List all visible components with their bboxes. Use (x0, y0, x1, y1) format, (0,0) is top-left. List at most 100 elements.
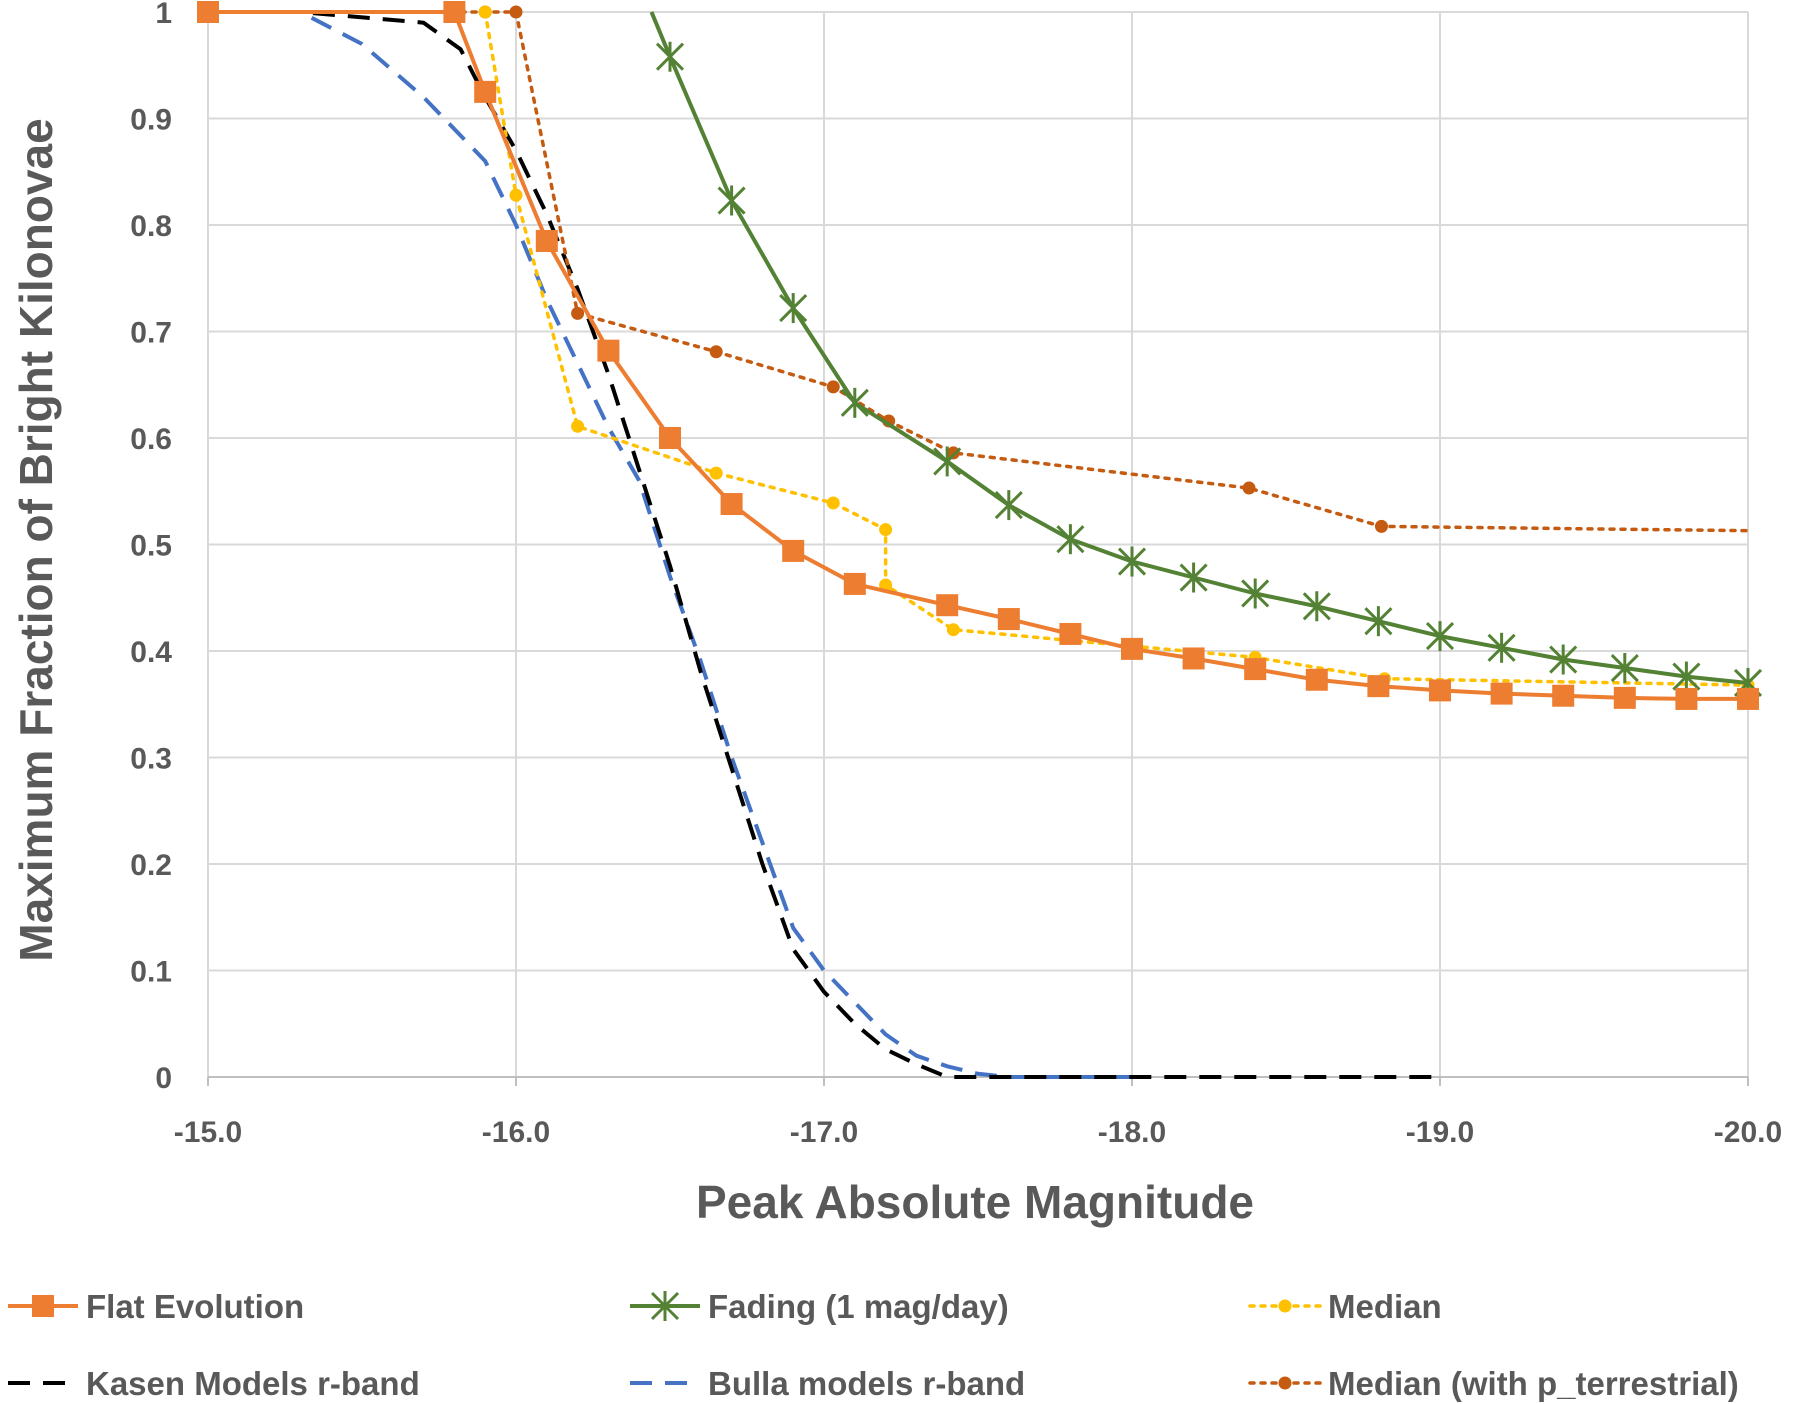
legend-item-fading-1-mag-day: Fading (1 mag/day) (630, 1288, 1009, 1325)
data-point (655, 41, 685, 72)
series-bulla-models-r-band (208, 10, 1132, 1079)
data-point (936, 594, 959, 617)
legend-marker (1278, 1376, 1292, 1390)
series-kasen-models-r-band (208, 10, 1440, 1079)
x-tick-label: -15.0 (174, 1116, 242, 1149)
y-tick-labels: 0 0.1 0.2 0.3 0.4 0.5 0.6 0.7 0.8 0.9 1 (130, 0, 172, 1095)
y-tick-label: 0.5 (130, 530, 172, 563)
data-point (1374, 519, 1388, 533)
x-axis-title: Peak Absolute Magnitude (696, 1176, 1254, 1228)
data-point (994, 490, 1023, 521)
data-point (782, 539, 805, 562)
x-tick-label: -19.0 (1406, 1116, 1474, 1149)
data-point (1737, 687, 1759, 710)
data-point (1244, 658, 1267, 681)
data-point (717, 185, 746, 216)
legend-marker (650, 1291, 680, 1321)
data-point (1241, 578, 1270, 609)
legend-label: Median (with p_terrestrial) (1328, 1365, 1739, 1402)
y-tick-label: 0.1 (130, 956, 172, 989)
series-fading-1-mag-day (649, 11, 1763, 698)
grid (207, 11, 1749, 1086)
data-point (1179, 562, 1208, 593)
data-point (843, 572, 866, 595)
series-median-with-p-terrestrial (206, 5, 1750, 533)
y-tick-label: 0.8 (130, 210, 172, 243)
data-point (1056, 524, 1085, 555)
data-point (197, 1, 219, 23)
data-point (1425, 621, 1455, 652)
data-point (1487, 632, 1516, 663)
data-point (1675, 687, 1698, 710)
series-layer (197, 1, 1763, 1079)
series-line (206, 10, 1750, 533)
data-point (840, 387, 869, 418)
data-point (946, 446, 960, 460)
legend-label: Fading (1 mag/day) (708, 1288, 1009, 1325)
y-tick-label: 0.6 (130, 423, 172, 456)
legend-marker (1278, 1299, 1292, 1313)
y-tick-label: 1 (155, 0, 172, 30)
y-tick-label: 0.9 (130, 104, 172, 137)
legend-label: Flat Evolution (86, 1288, 304, 1325)
data-point (946, 623, 960, 637)
data-point (709, 345, 723, 359)
data-point (1552, 684, 1575, 707)
data-point (1613, 686, 1636, 709)
x-tick-label: -17.0 (790, 1116, 858, 1149)
data-point (509, 188, 523, 202)
legend-item-flat-evolution: Flat Evolution (8, 1288, 304, 1325)
data-point (571, 306, 585, 320)
data-point (1367, 675, 1390, 698)
data-point (879, 523, 893, 537)
x-tick-label: -20.0 (1714, 1116, 1782, 1149)
legend-item-median: Median (1248, 1288, 1442, 1325)
data-point (720, 493, 743, 516)
y-tick-label: 0.4 (130, 636, 172, 669)
data-point (1549, 644, 1578, 675)
y-axis-title: Maximum Fraction of Bright Kilonovae (10, 118, 62, 961)
legend-item-median-with-p-terrestrial: Median (with p_terrestrial) (1248, 1365, 1739, 1402)
y-tick-label: 0.7 (130, 317, 172, 350)
data-point (659, 427, 681, 449)
data-point (1117, 546, 1147, 577)
legend-item-bulla-models-r-band: Bulla models r-band (630, 1365, 1025, 1402)
data-point (1429, 679, 1451, 702)
legend-item-kasen-models-r-band: Kasen Models r-band (8, 1365, 420, 1402)
data-point (535, 229, 558, 252)
data-point (1610, 653, 1639, 684)
series-median (478, 5, 1755, 692)
data-point (826, 496, 840, 510)
data-point (1059, 622, 1082, 645)
data-point (1302, 591, 1331, 622)
y-tick-label: 0 (155, 1062, 172, 1095)
data-point (933, 446, 962, 477)
x-tick-label: -16.0 (482, 1116, 550, 1149)
data-point (478, 5, 492, 19)
data-point (1364, 606, 1393, 637)
data-point (1121, 637, 1143, 660)
data-point (1490, 682, 1513, 705)
plot-area (197, 1, 1763, 1079)
data-point (571, 419, 585, 433)
data-point (779, 293, 808, 324)
data-point (709, 466, 723, 480)
data-point (509, 5, 523, 19)
data-point (1305, 668, 1328, 691)
data-point (1182, 647, 1205, 670)
data-point (1672, 661, 1701, 692)
series-line (208, 10, 1132, 1079)
data-point (1242, 481, 1256, 495)
data-point (597, 339, 620, 362)
legend: Flat Evolution Fading (1 mag/day) Median Ka… (8, 1288, 1739, 1402)
y-tick-label: 0.3 (130, 743, 172, 776)
series-flat-evolution (197, 1, 1759, 710)
data-point (997, 608, 1020, 631)
series-line (208, 10, 1440, 1079)
data-point (474, 80, 497, 103)
legend-label: Bulla models r-band (708, 1365, 1025, 1402)
x-tick-labels: -15.0 -16.0 -17.0 -18.0 -19.0 -20.0 (174, 1116, 1782, 1149)
data-point (826, 380, 840, 394)
y-tick-label: 0.2 (130, 849, 172, 882)
